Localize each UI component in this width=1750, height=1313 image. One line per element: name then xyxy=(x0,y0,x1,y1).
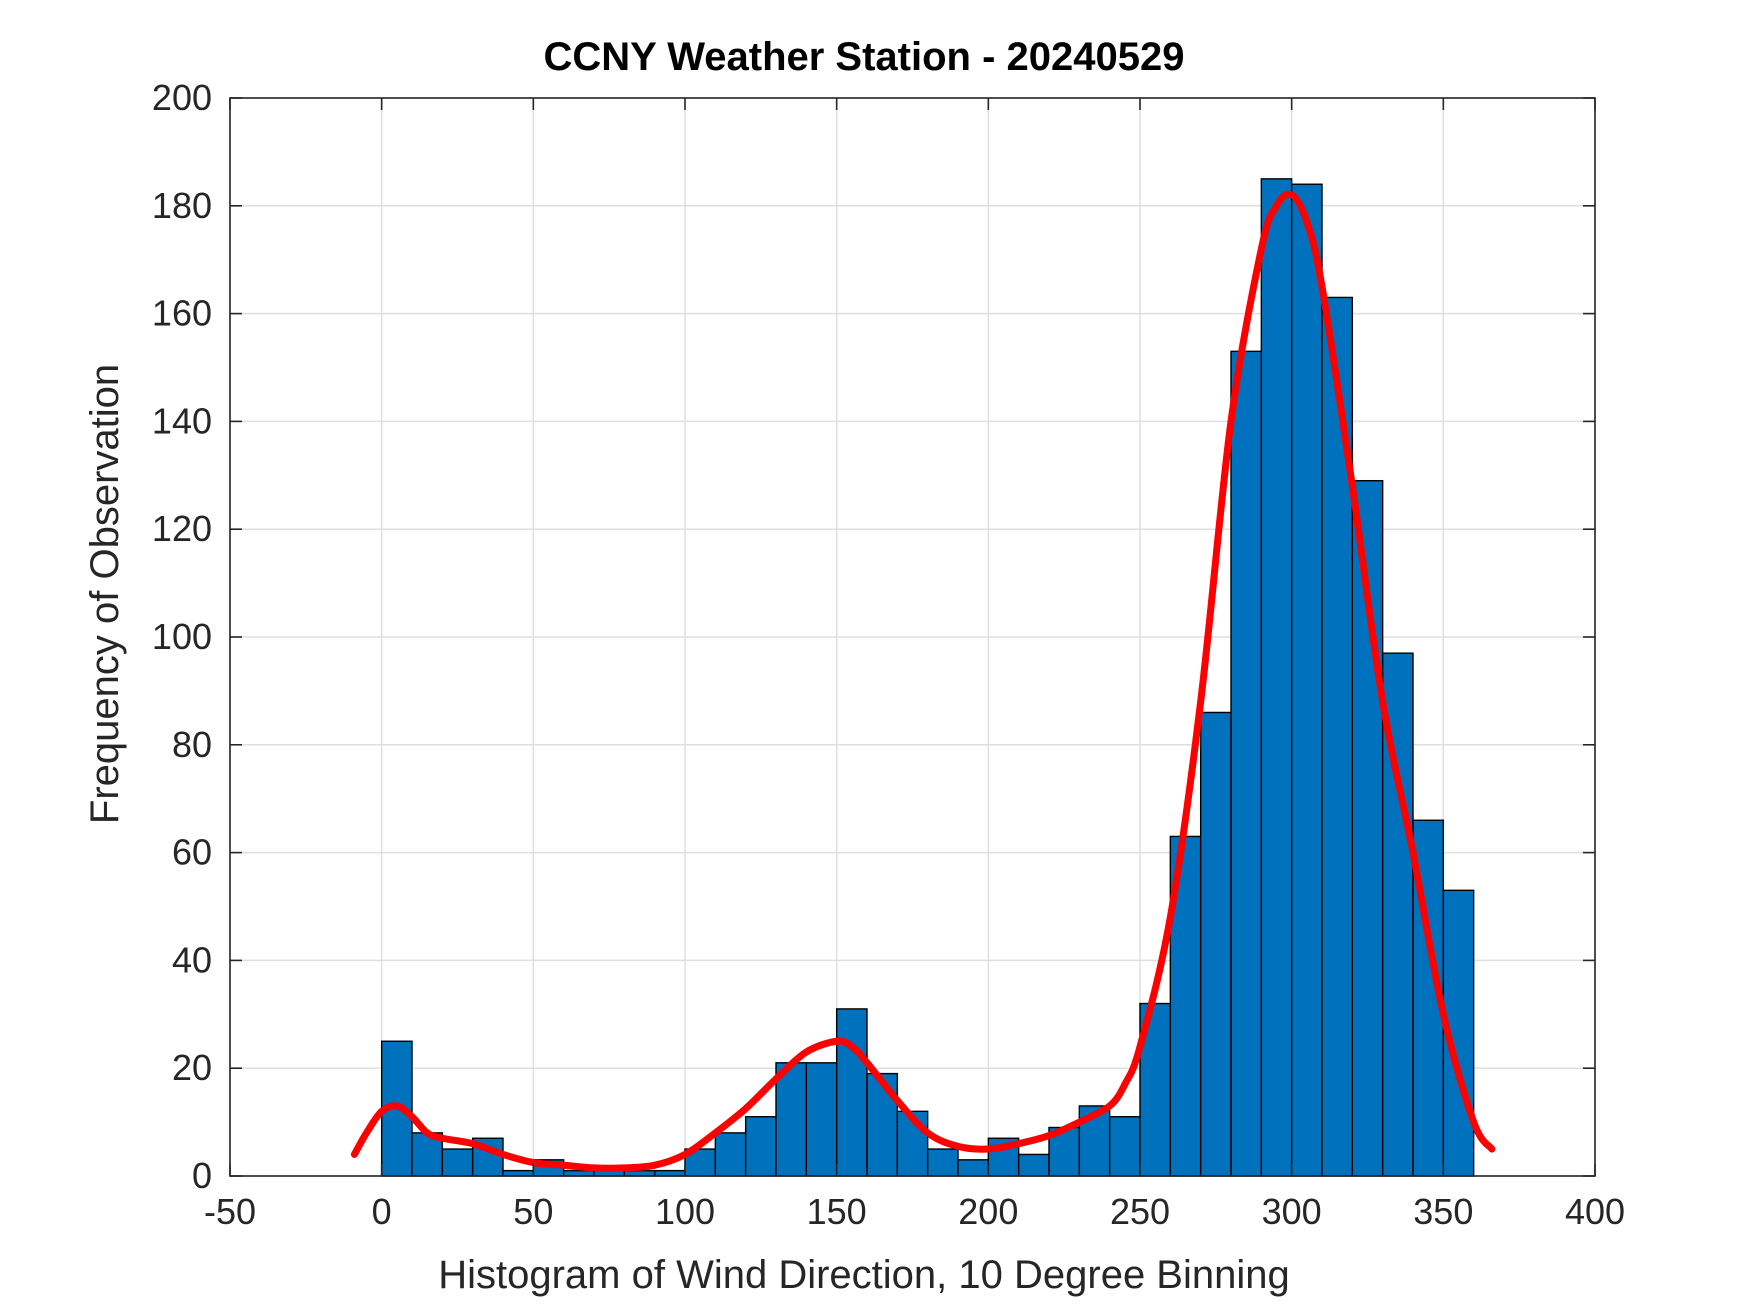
x-axis-label: Histogram of Wind Direction, 10 Degree B… xyxy=(438,1253,1290,1297)
histogram-bar xyxy=(775,1062,808,1177)
histogram-bar xyxy=(623,1169,656,1177)
histogram-bar xyxy=(502,1169,535,1177)
x-tick-label: 100 xyxy=(655,1191,715,1232)
histogram-bar xyxy=(1230,350,1263,1177)
y-tick-label: 0 xyxy=(192,1155,212,1196)
y-tick-label: 200 xyxy=(152,77,212,118)
x-tick-label: 250 xyxy=(1110,1191,1170,1232)
histogram-bar xyxy=(653,1169,686,1177)
y-tick-label: 140 xyxy=(152,400,212,441)
y-axis-label: Frequency of Observation xyxy=(83,364,127,824)
histogram-bar xyxy=(744,1116,777,1177)
histogram-bar xyxy=(805,1062,838,1177)
plot-area: -50 0 50 100 150 200 250 300 350 4000204060801001… xyxy=(152,77,1625,1232)
y-tick-label: 60 xyxy=(172,832,212,873)
histogram-bar xyxy=(957,1159,990,1177)
histogram-bar xyxy=(1260,178,1293,1177)
histogram-bar xyxy=(896,1110,929,1177)
y-tick-label: 100 xyxy=(152,616,212,657)
histogram-bar xyxy=(441,1148,474,1177)
density-fit-line xyxy=(350,190,1496,1172)
histogram-bar xyxy=(562,1169,595,1177)
histogram-bar xyxy=(471,1137,504,1177)
x-tick-label: 350 xyxy=(1413,1191,1473,1232)
histogram-bar xyxy=(835,1008,868,1177)
x-tick-label: 0 xyxy=(372,1191,392,1232)
histogram-bar xyxy=(1108,1116,1141,1177)
x-tick-label: 400 xyxy=(1565,1191,1625,1232)
y-tick-label: 180 xyxy=(152,185,212,226)
y-tick-label: 20 xyxy=(172,1047,212,1088)
x-tick-label: 50 xyxy=(513,1191,553,1232)
histogram-bar xyxy=(1199,711,1232,1177)
histogram-bar xyxy=(1321,296,1354,1177)
y-tick-label: 120 xyxy=(152,508,212,549)
x-tick-label: 150 xyxy=(807,1191,867,1232)
y-tick-label: 160 xyxy=(152,293,212,334)
x-tick-label: 200 xyxy=(958,1191,1018,1232)
x-tick-label: -50 xyxy=(204,1191,256,1232)
histogram-bar xyxy=(866,1072,899,1177)
y-tick-label: 40 xyxy=(172,939,212,980)
histogram-bar xyxy=(926,1148,959,1177)
x-tick-label: 300 xyxy=(1262,1191,1322,1232)
histogram-bar xyxy=(1017,1153,1050,1177)
histogram-bar xyxy=(714,1132,747,1177)
y-tick-label: 80 xyxy=(172,724,212,765)
chart-title: CCNY Weather Station - 20240529 xyxy=(544,35,1185,79)
histogram-bar xyxy=(1290,183,1323,1177)
